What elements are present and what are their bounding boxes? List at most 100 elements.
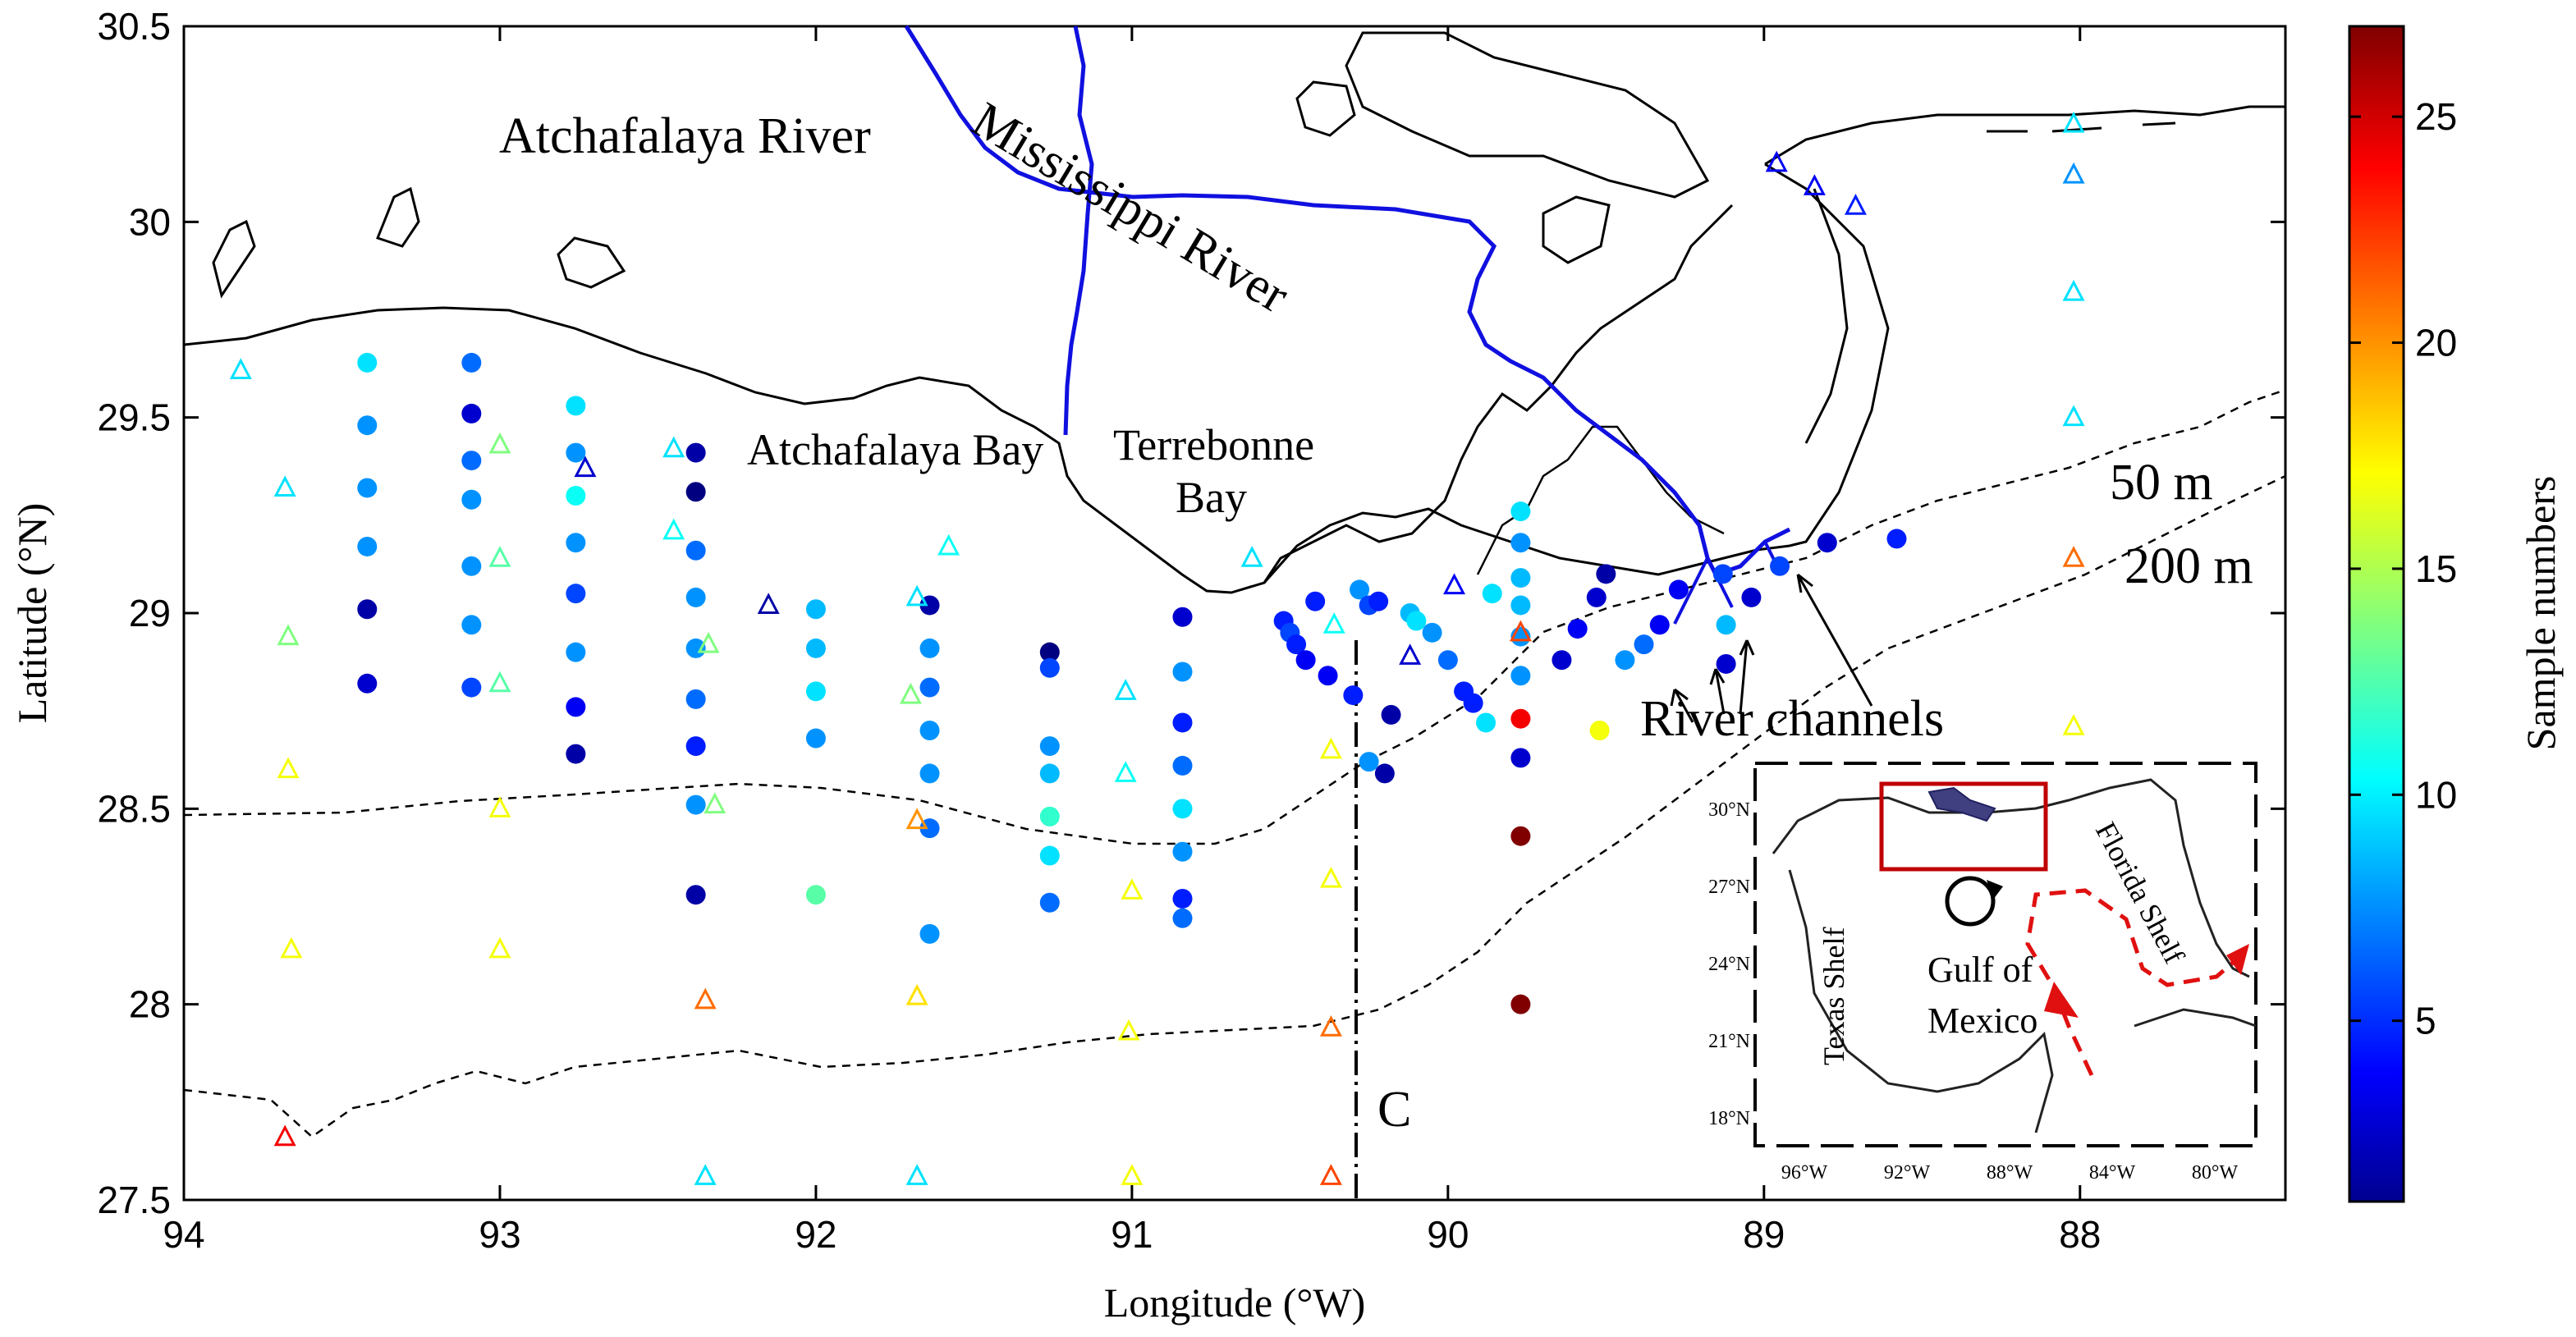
inset-x-tick-label: 84°W <box>2089 1162 2136 1184</box>
station-filled <box>357 352 378 373</box>
station-filled <box>1817 533 1837 553</box>
station-filled <box>1305 591 1326 611</box>
station-filled <box>1172 888 1193 909</box>
station-open <box>273 475 296 497</box>
station-open <box>899 682 922 704</box>
station-filled <box>461 615 482 635</box>
y-tick-label: 30.5 <box>97 5 171 48</box>
inset-study-box <box>1879 781 2048 872</box>
colorbar <box>2348 25 2405 1203</box>
y-tick-label: 29.5 <box>97 396 171 439</box>
station-filled <box>1381 704 1401 725</box>
station-open <box>1319 737 1342 759</box>
station-filled <box>357 536 378 556</box>
station-filled <box>919 677 940 698</box>
inset-x-tick-label: 96°W <box>1781 1162 1828 1184</box>
station-open <box>1114 761 1137 782</box>
station-filled <box>461 677 482 698</box>
inset-x-tick-label: 88°W <box>1987 1162 2033 1184</box>
station-filled <box>685 638 706 658</box>
station-open <box>574 456 597 478</box>
label-isobath-50: 50 m <box>2110 455 2213 511</box>
isobath-200m <box>183 474 2286 1138</box>
station-open <box>1121 878 1144 900</box>
station-filled <box>1172 908 1193 928</box>
station-filled <box>566 533 586 553</box>
x-tick-label: 94 <box>163 1213 204 1256</box>
station-filled <box>1615 650 1635 671</box>
inset-y-tick-label: 30°N <box>1708 799 1750 821</box>
colorbar-tick-label: 15 <box>2415 547 2457 590</box>
station-filled <box>357 478 378 498</box>
station-open <box>1399 643 1422 665</box>
x-tick-label: 92 <box>795 1213 837 1256</box>
station-open <box>2062 279 2085 301</box>
station-filled <box>1770 556 1790 576</box>
station-filled <box>1510 708 1531 729</box>
colorbar-tick-label: 10 <box>2415 773 2457 816</box>
label-transect-c: C <box>1377 1082 1411 1138</box>
station-filled <box>1510 533 1531 553</box>
station-filled <box>1589 721 1610 740</box>
station-filled <box>1172 755 1193 776</box>
station-filled <box>1039 845 1060 866</box>
station-filled <box>1172 712 1193 733</box>
x-tick-label: 91 <box>1111 1213 1153 1256</box>
station-open <box>1765 150 1788 172</box>
lake-pontchartrain <box>1345 31 1710 199</box>
label-terrebonne-bay-2: Bay <box>1176 473 1247 522</box>
station-open <box>2062 162 2085 184</box>
colorbar-title: Sample numbers <box>2518 476 2564 751</box>
station-filled <box>1172 799 1193 819</box>
loop-current-head-2 <box>2226 944 2249 975</box>
station-open <box>1117 1019 1140 1041</box>
station-filled <box>461 352 482 373</box>
station-open <box>1240 546 1263 567</box>
lake-maurepas <box>1295 80 1356 137</box>
station-filled <box>1039 763 1060 784</box>
inset-delta <box>1927 786 1996 822</box>
station-filled <box>1586 587 1607 607</box>
station-filled <box>919 638 940 658</box>
station-filled <box>1406 611 1427 631</box>
white-lake <box>376 186 420 248</box>
station-filled <box>1649 615 1670 635</box>
gyre-icon <box>1945 876 1996 927</box>
x-tick-label: 90 <box>1427 1213 1469 1256</box>
barrier-islands <box>1987 121 2176 133</box>
label-river-channels: River channels <box>1640 691 1944 747</box>
label-atchafalaya-bay: Atchafalaya Bay <box>747 425 1043 474</box>
station-filled <box>566 396 586 416</box>
station-filled <box>1295 650 1316 671</box>
colorbar-tick-label: 5 <box>2415 1000 2436 1042</box>
station-filled <box>1510 501 1531 522</box>
station-filled <box>805 599 826 620</box>
y-tick-label: 28 <box>129 983 171 1026</box>
station-open <box>488 432 511 454</box>
station-filled <box>1350 579 1370 600</box>
x-tick-label: 89 <box>1743 1213 1785 1256</box>
colorbar-tick-label: 25 <box>2415 95 2457 138</box>
station-filled <box>461 403 482 424</box>
station-filled <box>1368 591 1389 611</box>
station-filled <box>1422 622 1442 643</box>
station-filled <box>1286 634 1307 655</box>
station-filled <box>461 556 482 576</box>
station-open <box>1114 679 1137 700</box>
station-open <box>2062 405 2085 427</box>
y-tick-label: 30 <box>129 200 171 243</box>
station-filled <box>685 442 706 463</box>
mississippi-river <box>904 25 1791 578</box>
station-filled <box>461 451 482 471</box>
station-filled <box>1716 615 1736 635</box>
station-open <box>229 358 252 379</box>
x-tick-label: 93 <box>479 1213 520 1256</box>
inset-ticks: 96°W 92°W 88°W 84°W 80°W 30°N 27°N 24°N 21°N 18°N <box>1708 799 2238 1184</box>
y-tick-label: 29 <box>129 592 171 634</box>
station-filled <box>1476 712 1497 733</box>
inset-y-tick-label: 21°N <box>1708 1031 1750 1052</box>
station-filled <box>1039 892 1060 913</box>
inset-gulf-label-2: Mexico <box>1927 1000 2037 1041</box>
station-open <box>905 983 928 1005</box>
